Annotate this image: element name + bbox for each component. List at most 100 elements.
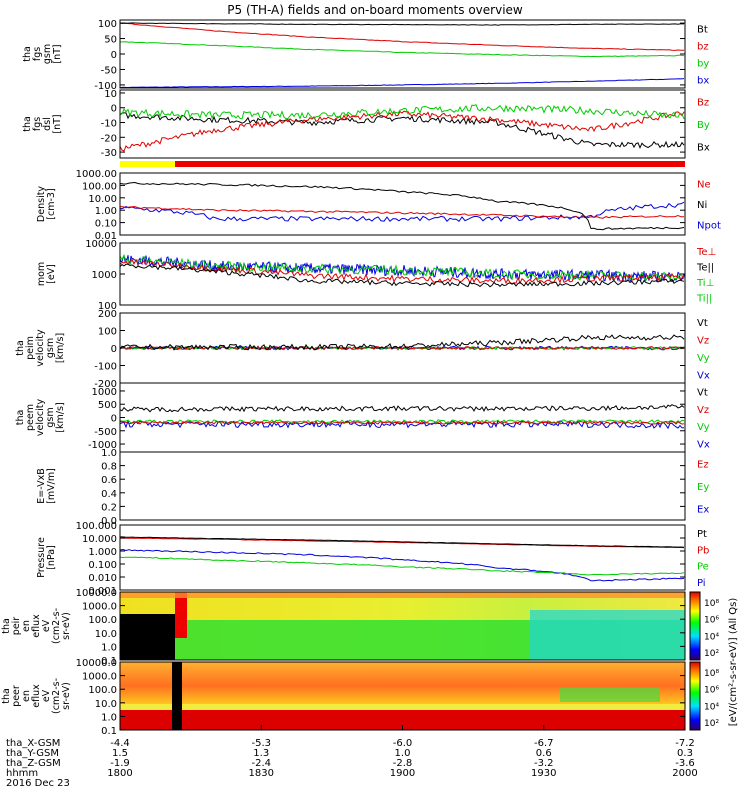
y-tick-label: 0.8 xyxy=(101,462,117,473)
y-tick-label: 0 xyxy=(111,344,117,355)
peir-black-block xyxy=(120,614,175,660)
y-axis-label-line: sr-eV) xyxy=(61,682,72,710)
y-tick-label: 0 xyxy=(111,414,117,425)
colorbar-tick-label: 10⁶ xyxy=(704,686,719,696)
y-axis-label-line: Density xyxy=(36,186,47,222)
y-tick-label: 10.0 xyxy=(95,629,117,640)
y-axis-label-line: dsl xyxy=(42,117,53,131)
ne-series xyxy=(119,206,684,219)
y-axis-label-line: tha xyxy=(22,116,33,132)
y-tick-label: 50 xyxy=(104,35,117,46)
ni-series xyxy=(119,181,685,231)
panel-frame-peir-spectrogram xyxy=(119,591,686,661)
y-tick-label: 100.0 xyxy=(88,685,117,696)
legend-entry: by xyxy=(697,59,709,70)
y-axis-label-line: fgs xyxy=(32,117,43,131)
legend-entry: bz xyxy=(697,42,709,53)
pi-series xyxy=(119,548,685,582)
x-tick-label: -3.2 xyxy=(534,758,554,769)
peir-high-energy-band xyxy=(120,592,685,598)
y-tick-label: 1.00 xyxy=(95,206,117,217)
y-axis-label-line: tha xyxy=(15,410,26,426)
x-tick-label: -5.3 xyxy=(251,738,271,749)
y-axis-label-pressure: Pressure [nPa] xyxy=(36,537,57,578)
colorbar-label: [eV/(cm²-s-sr-eV)] (All Qs) xyxy=(728,598,739,727)
y-axis-label-line: tha xyxy=(15,340,26,356)
bz-dsl-series xyxy=(119,110,685,152)
legend-entry: Vx xyxy=(697,370,710,381)
vx-peem-series xyxy=(119,419,685,430)
y-tick-label: 1000.00 xyxy=(76,169,117,180)
panel-frame-temperature xyxy=(119,242,686,306)
y-tick-label: 0 xyxy=(111,104,117,115)
legend-entry: Vy xyxy=(697,353,710,364)
pe-series xyxy=(119,556,685,576)
legend-entry: Bt xyxy=(697,25,708,36)
legend-entry: Ne xyxy=(697,179,711,190)
colorbar-tick-label: 10⁶ xyxy=(704,616,719,626)
x-row-label: hhmm xyxy=(6,768,38,779)
chart-title: P5 (TH-A) fields and on-board moments ov… xyxy=(227,3,523,17)
y-tick-label: 10.0 xyxy=(95,699,117,710)
y-axis-label-line: [nPa] xyxy=(46,545,57,570)
y-tick-label: 0.010 xyxy=(88,573,117,584)
bt-series xyxy=(120,22,685,26)
vt-peim-series xyxy=(119,334,685,351)
y-tick-label: 10 xyxy=(104,89,117,100)
y-tick-label: 1.0 xyxy=(101,448,117,459)
panel-frame-peem-velocity xyxy=(119,382,686,453)
x-tick-label: -6.0 xyxy=(393,738,413,749)
y-axis-label-line: peim xyxy=(25,336,36,360)
y-tick-label: 0 xyxy=(111,50,117,61)
y-tick-label: -20 xyxy=(101,133,117,144)
y-axis-label-line: [km/s] xyxy=(55,333,66,363)
y-axis-label-fgs-dsl: tha fgs dsl [nT] xyxy=(22,114,63,133)
pb-series xyxy=(119,537,685,549)
x-tick-label: -7.2 xyxy=(675,738,695,749)
vz-peem-series xyxy=(119,420,685,425)
colorbar-peer-spectrogram xyxy=(689,661,701,731)
y-tick-label: 0.100 xyxy=(88,560,117,571)
y-tick-label: 10.00 xyxy=(88,194,117,205)
y-axis-label-line: gsm xyxy=(45,338,56,358)
legend-entry: Te|| xyxy=(696,262,714,273)
y-tick-label: 100 xyxy=(98,327,117,338)
x-row-label: tha_Z-GSM xyxy=(6,758,61,769)
y-tick-label: 10000.0 xyxy=(76,658,117,669)
y-axis-label-line: (cm2-s- xyxy=(51,678,62,714)
y-axis-label-line: mom xyxy=(36,262,47,286)
legend-entry: Pb xyxy=(697,545,709,556)
peir-cyan-region xyxy=(530,610,685,660)
x-tick-label: -2.4 xyxy=(251,758,271,769)
bx-dsl-series xyxy=(119,112,685,149)
y-axis-label-line: eflux xyxy=(31,614,42,638)
y-tick-label: 1.0 xyxy=(101,712,117,723)
y-axis-label-density: Density [cm-3] xyxy=(36,186,57,222)
x-tick-label: -2.8 xyxy=(393,758,413,769)
y-axis-label-line: gsm xyxy=(45,407,56,427)
bz-series xyxy=(119,22,684,51)
legend-entry: Te⊥ xyxy=(696,247,716,258)
y-tick-label: 100.0 xyxy=(88,615,117,626)
legend-entry: Ti⊥ xyxy=(696,278,714,289)
y-tick-label: 0.6 xyxy=(101,475,117,486)
vt-peem-series xyxy=(119,404,685,413)
y-tick-label: -10 xyxy=(101,119,117,130)
y-tick-label: 10.000 xyxy=(82,534,117,545)
panel-frame-pressure xyxy=(119,524,686,591)
panel-frame-density xyxy=(119,172,686,236)
y-axis-label-temperature: mom [eV] xyxy=(36,262,57,286)
y-tick-label: 100 xyxy=(98,301,117,312)
legend-entry: Vz xyxy=(697,405,709,416)
y-axis-label-line: eflux xyxy=(31,684,42,708)
y-tick-label: 1.000 xyxy=(88,547,117,558)
ti-series xyxy=(119,253,685,282)
mode-bar-fast xyxy=(175,161,685,167)
legend-entry: Vx xyxy=(697,439,710,450)
panel-frame-fgs-dsl xyxy=(119,89,686,159)
y-axis-label-line: tha xyxy=(1,688,12,704)
y-axis-label-line: en xyxy=(21,620,32,632)
y-tick-label: 100.000 xyxy=(76,521,117,532)
legend-entry: Bz xyxy=(697,97,709,108)
npot-series xyxy=(119,201,685,223)
